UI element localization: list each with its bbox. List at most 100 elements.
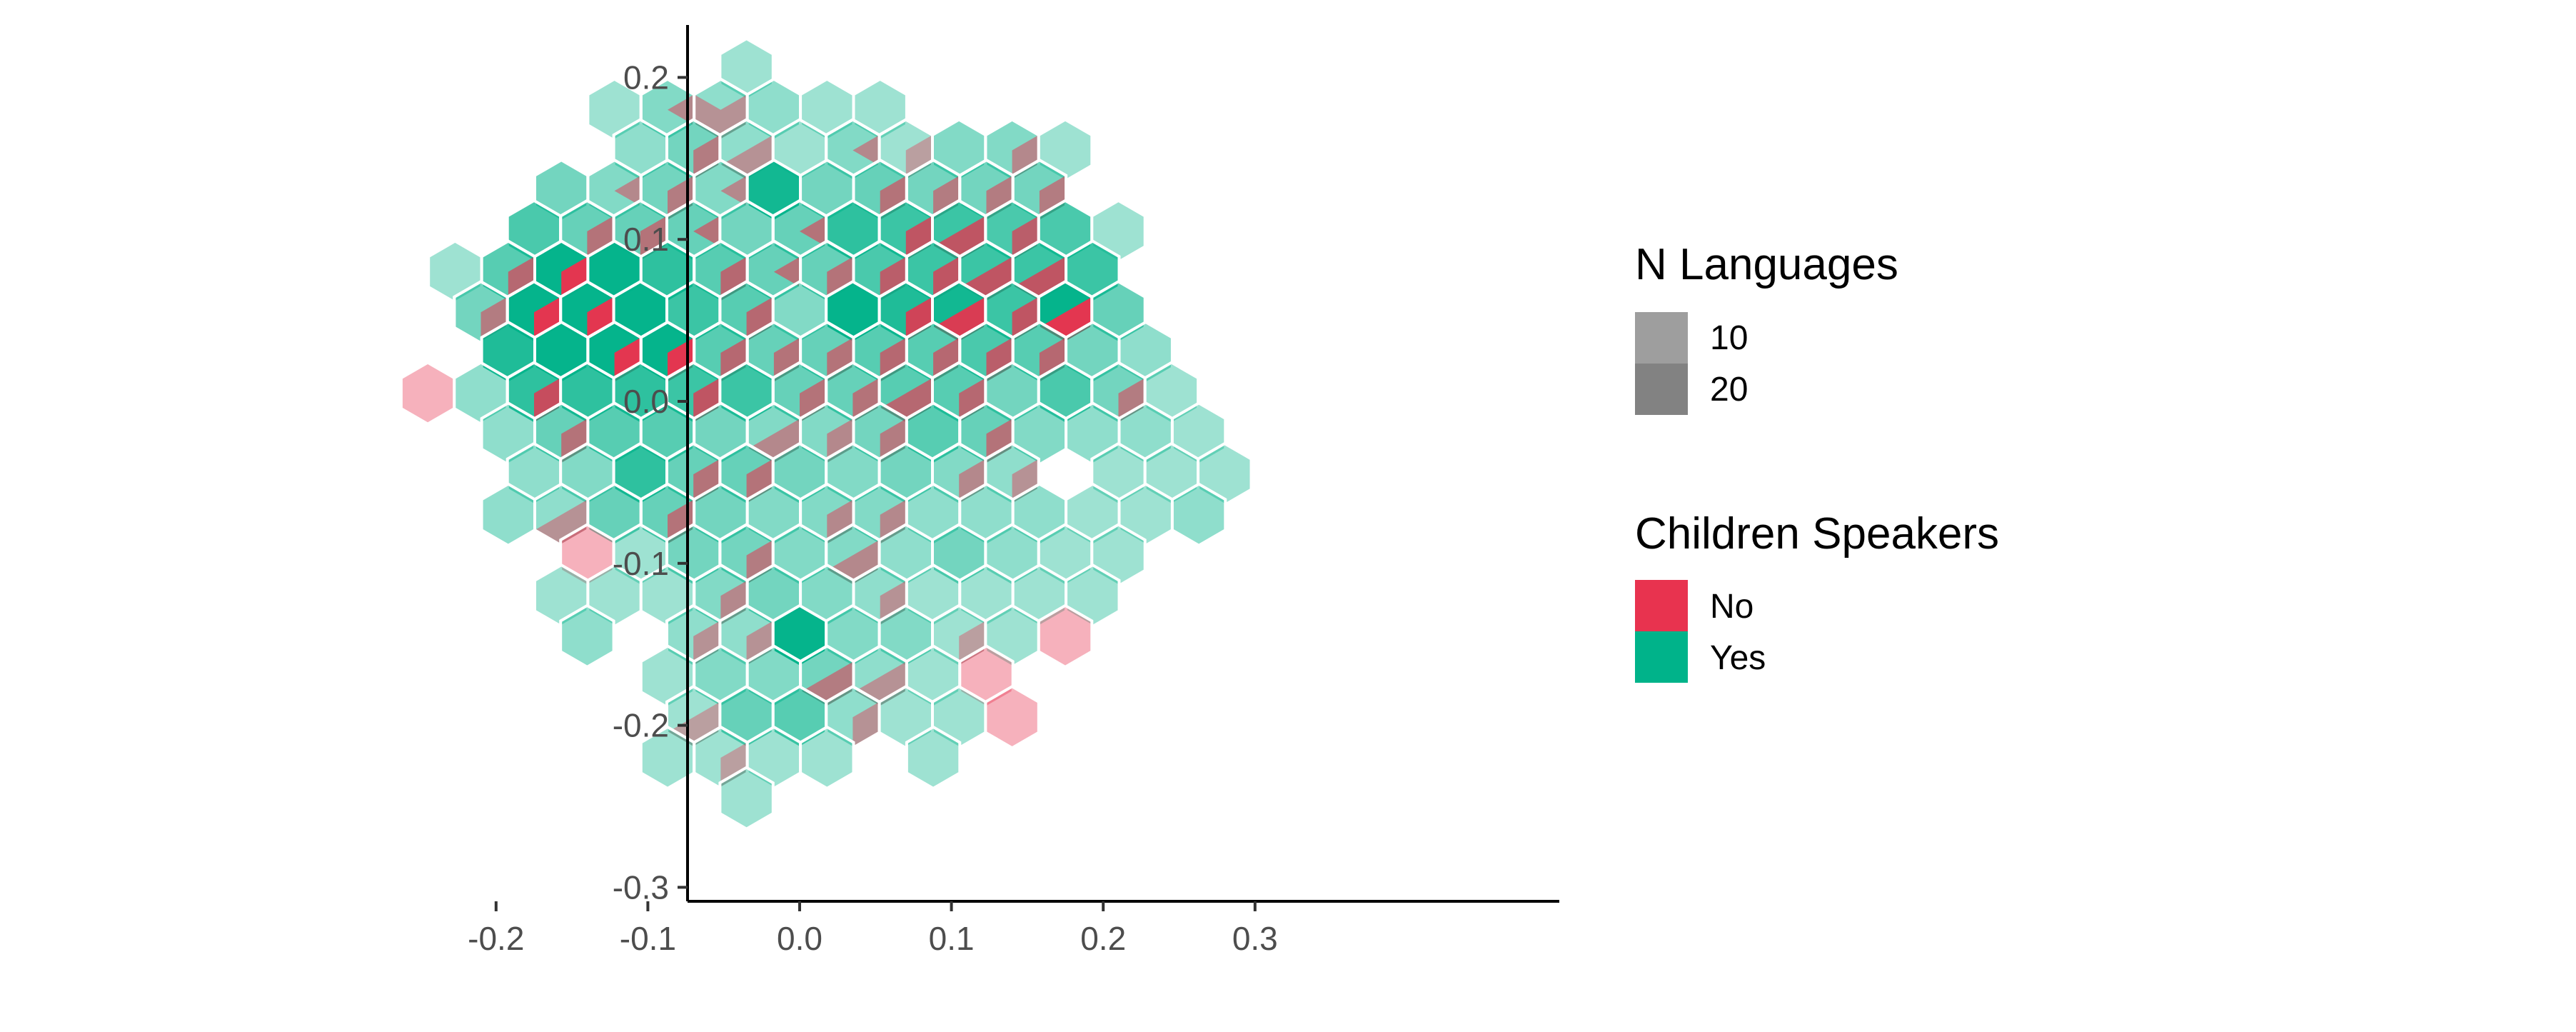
hex-cell-no-share bbox=[959, 621, 986, 667]
legend-children-speakers: Children Speakers No Yes bbox=[1635, 509, 1999, 683]
hex-cell-no-share bbox=[561, 418, 588, 465]
hex-cell-no-share bbox=[746, 296, 773, 344]
hex-cell-no-share bbox=[933, 175, 960, 222]
hex-cell-no-share bbox=[1039, 175, 1067, 222]
hex-cell-no-share bbox=[933, 337, 960, 384]
hex-cell-no-share bbox=[880, 175, 907, 222]
hex-cell-fill bbox=[852, 77, 908, 143]
hex-cell-no-share bbox=[880, 580, 907, 627]
hex-cell bbox=[1143, 361, 1200, 426]
hex-cell-fill bbox=[559, 603, 615, 669]
hex-cell-no-share bbox=[561, 256, 588, 303]
y-tick-label: -0.2 bbox=[613, 707, 669, 744]
hex-cell-no-share bbox=[640, 216, 667, 262]
y-tick-label: 0.1 bbox=[623, 221, 669, 258]
hex-cell bbox=[852, 77, 908, 143]
hex-cell-no-share bbox=[959, 378, 986, 424]
legend-label-20: 20 bbox=[1710, 371, 1748, 409]
legend-swatch-no bbox=[1635, 580, 1688, 631]
hex-cell-fill bbox=[1170, 482, 1227, 548]
hex-cell bbox=[984, 441, 1040, 507]
hex-cell-no-share bbox=[773, 337, 801, 384]
hex-cell-no-share bbox=[773, 256, 801, 287]
legend-swatch-yes bbox=[1635, 631, 1688, 683]
hex-cell-fill bbox=[984, 684, 1040, 750]
hex-cell-no-share bbox=[986, 418, 1013, 465]
legend-label-10: 10 bbox=[1710, 319, 1748, 357]
hex-cell-no-share bbox=[1118, 378, 1145, 424]
hex-cell-no-share bbox=[614, 337, 641, 384]
legend-label-yes: Yes bbox=[1710, 639, 1766, 677]
hex-cell-no-share bbox=[880, 256, 907, 303]
legend-n-languages: N Languages 10 20 bbox=[1635, 240, 1898, 415]
axes bbox=[686, 25, 1559, 903]
hex-cell-no-share bbox=[880, 499, 907, 546]
hex-cell-no-share bbox=[827, 418, 854, 465]
y-tick-label: 0.0 bbox=[623, 383, 669, 420]
hex-cell-no-share bbox=[693, 216, 720, 247]
hex-cell-no-share bbox=[852, 701, 880, 748]
hex-cell-no-share bbox=[959, 459, 986, 505]
hex-cell-fill bbox=[399, 361, 456, 426]
x-tick-label: -0.1 bbox=[620, 920, 676, 957]
hex-cell-no-share bbox=[800, 378, 827, 424]
hex-cell-no-share bbox=[880, 418, 907, 465]
hex-cell-no-share bbox=[693, 621, 720, 667]
hex-cell-no-share bbox=[852, 378, 880, 424]
hex-cell-no-share bbox=[852, 135, 880, 166]
hex-cell-fill bbox=[1065, 563, 1121, 628]
hex-cell bbox=[1170, 401, 1227, 466]
x-tick-label: 0.0 bbox=[777, 920, 822, 957]
hex-cell-no-share bbox=[905, 296, 932, 344]
hex-cell-no-share bbox=[800, 216, 827, 247]
hex-cell-no-share bbox=[481, 296, 508, 344]
hex-cell-no-share bbox=[1012, 135, 1039, 181]
x-tick-label: -0.2 bbox=[468, 920, 524, 957]
hex-cell-no-share bbox=[827, 337, 854, 384]
hex-cell-no-share bbox=[1039, 337, 1067, 384]
hex-cell bbox=[984, 684, 1040, 750]
legend-swatch-20 bbox=[1635, 364, 1688, 415]
legend-children-speakers-title: Children Speakers bbox=[1635, 509, 1999, 558]
hex-cell-no-share bbox=[535, 499, 588, 546]
hex-cell-fill bbox=[1090, 523, 1147, 588]
hex-cell-no-share bbox=[746, 621, 773, 667]
hex-cell bbox=[958, 644, 1015, 709]
hex-cell bbox=[533, 482, 590, 548]
hex-cell-fill bbox=[905, 725, 962, 791]
hex-cell bbox=[1037, 603, 1094, 669]
hex-cell-fill bbox=[1197, 441, 1253, 507]
y-ticks: 0.2 0.1 0.0 -0.1 -0.2 -0.3 bbox=[613, 59, 688, 906]
hex-cell-no-share bbox=[534, 296, 561, 344]
hex-cell bbox=[799, 725, 855, 791]
x-tick-label: 0.2 bbox=[1080, 920, 1126, 957]
hex-cell bbox=[559, 603, 615, 669]
hex-cell-no-share bbox=[587, 296, 614, 344]
hex-cell-no-share bbox=[693, 135, 720, 181]
y-tick-label: -0.3 bbox=[613, 868, 669, 906]
hex-cell-no-share bbox=[720, 580, 748, 627]
legend-label-no: No bbox=[1710, 588, 1754, 626]
hex-cell bbox=[399, 361, 456, 426]
y-tick-label: 0.2 bbox=[623, 59, 669, 96]
hex-cell-fill bbox=[958, 644, 1015, 709]
hex-cell-fill bbox=[1143, 361, 1200, 426]
hex-cell bbox=[877, 279, 934, 345]
hex-cell-no-share bbox=[720, 337, 748, 384]
hex-cell-no-share bbox=[1012, 296, 1039, 344]
hex-cell-fill bbox=[799, 725, 855, 791]
hex-cell-no-share bbox=[1012, 459, 1039, 505]
hex-cell-no-share bbox=[587, 216, 614, 262]
y-tick-label: -0.1 bbox=[613, 545, 669, 582]
hex-cell-no-share bbox=[508, 256, 535, 303]
hex-cell-no-share bbox=[827, 499, 854, 546]
hex-cell bbox=[905, 725, 962, 791]
x-tick-label: 0.3 bbox=[1232, 920, 1278, 957]
hex-cell-outline bbox=[984, 441, 1040, 507]
hex-cell-no-share bbox=[693, 459, 720, 505]
hex-cell-fill bbox=[718, 766, 775, 831]
hex-cell bbox=[693, 725, 749, 791]
hex-cell-no-share bbox=[746, 540, 773, 586]
hex-cell bbox=[718, 36, 775, 102]
